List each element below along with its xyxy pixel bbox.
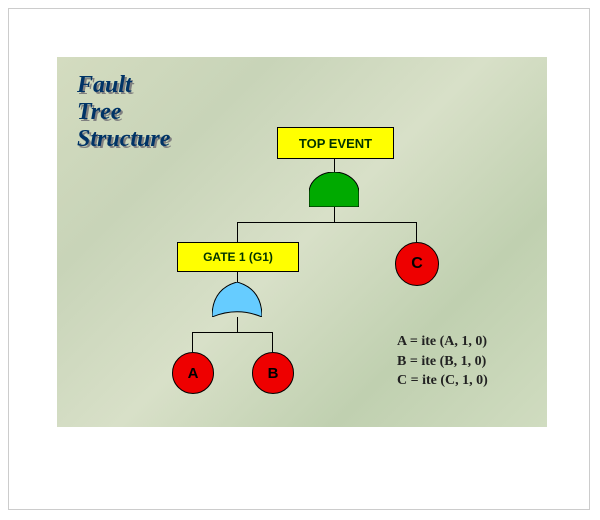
legend-block: A = ite (A, 1, 0) B = ite (B, 1, 0) C = … — [397, 332, 488, 391]
document-frame: Fault Tree Structure Fault Tree Structur… — [8, 8, 590, 510]
and-gate-icon — [309, 172, 359, 207]
basic-event-b: B — [252, 352, 294, 394]
legend-line-b: B = ite (B, 1, 0) — [397, 352, 488, 372]
connector-line — [237, 317, 238, 332]
slide-canvas: Fault Tree Structure Fault Tree Structur… — [57, 57, 547, 427]
event-c-label: C — [411, 255, 423, 273]
top-event-box: TOP EVENT — [277, 127, 394, 159]
connector-line — [192, 332, 193, 352]
connector-line — [192, 332, 272, 333]
connector-line — [416, 222, 417, 242]
event-b-label: B — [268, 365, 279, 382]
basic-event-c: C — [395, 242, 439, 286]
legend-line-a: A = ite (A, 1, 0) — [397, 332, 488, 352]
gate1-label: GATE 1 (G1) — [203, 250, 273, 264]
gate1-or — [212, 282, 262, 317]
gate1-box: GATE 1 (G1) — [177, 242, 299, 272]
top-event-label: TOP EVENT — [299, 136, 372, 151]
connector-line — [334, 157, 335, 172]
top-gate-and — [309, 172, 359, 207]
basic-event-a: A — [172, 352, 214, 394]
event-a-label: A — [188, 365, 199, 382]
connector-line — [237, 222, 417, 223]
title-text: Fault Tree Structure — [77, 72, 170, 153]
connector-line — [237, 222, 238, 242]
connector-line — [272, 332, 273, 352]
or-gate-icon — [212, 282, 262, 317]
connector-line — [334, 207, 335, 222]
legend-line-c: C = ite (C, 1, 0) — [397, 371, 488, 391]
